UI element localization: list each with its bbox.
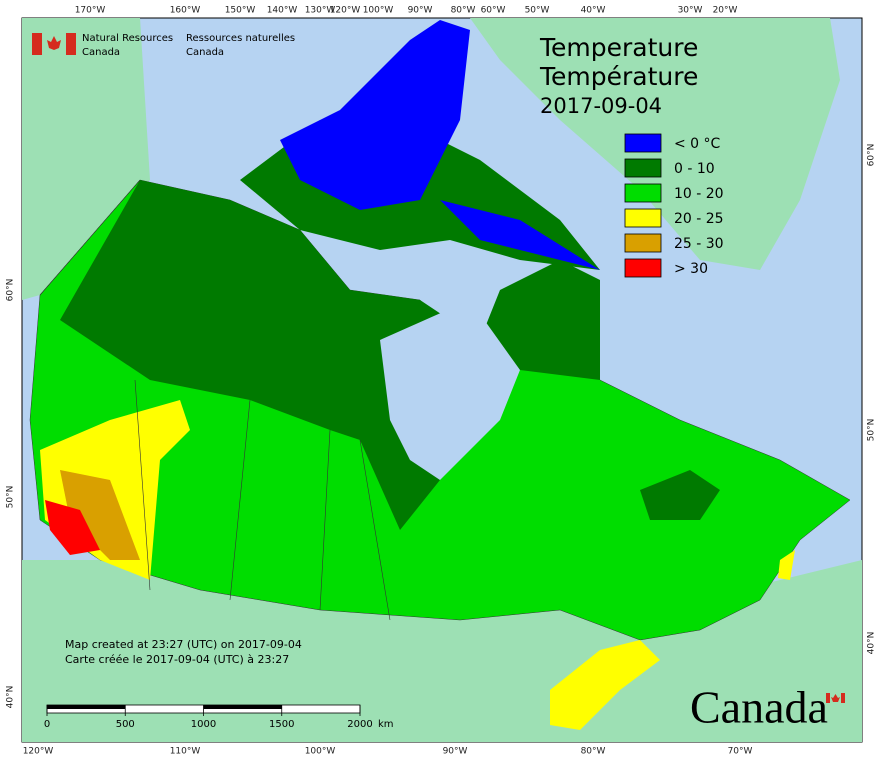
scale-label: 1500 [269,719,294,730]
agency-en: Canada [82,47,120,58]
quebec-zone [640,470,720,520]
graticule-label: 140°W [267,6,298,16]
flag-bar [66,33,76,55]
graticule-label: 90°W [408,6,433,16]
province-borders [39,179,391,621]
alaska [22,18,150,300]
warm-maritimes [778,550,795,580]
agency-en: Natural Resources [82,33,173,44]
usa [22,560,862,742]
graticule-label: 110°W [170,747,201,757]
graticule-label: 50°W [525,6,550,16]
wordmark: Canada [690,682,828,733]
graticule-label: 120°W [23,747,54,757]
title-line: Température [539,62,698,91]
legend-label: 0 - 10 [674,161,715,177]
graticule-label: 30°W [678,6,703,16]
scale-label: 2000 [347,719,372,730]
agency-fr: Ressources naturelles [186,33,295,44]
graticule-label: 80°W [581,747,606,757]
graticule-label: 100°W [305,747,336,757]
legend-label: 20 - 25 [674,211,724,227]
graticule-label: 90°W [443,747,468,757]
map-note: Carte créée le 2017-09-04 (UTC) à 23:27 [65,653,289,666]
scale-label: 500 [116,719,135,730]
graticule-label: 120°W [330,6,361,16]
legend-swatch [624,183,662,203]
north-zone [60,180,600,530]
legend-swatch [624,233,662,253]
graticule-label: 130°W [305,6,336,16]
map-note: Map created at 23:27 (UTC) on 2017-09-04 [65,638,302,651]
graticule-label: 170°W [75,6,106,16]
nrcan-logo [32,33,76,55]
hudson-bay [380,300,520,480]
graticule-label: 40°N [867,632,877,655]
legend-label: 10 - 20 [674,186,724,202]
legend-label: > 30 [674,261,708,277]
legend-swatch [624,208,662,228]
legend-label: < 0 °C [674,136,721,152]
legend-swatch [624,158,662,178]
arctic-cold [280,20,470,210]
graticule-label: 50°N [6,486,16,509]
title-line: 2017-09-04 [540,94,662,118]
graticule-label: 150°W [225,6,256,16]
scale-segment [47,705,126,709]
warm-ontario [550,640,660,730]
graticule-label: 50°N [867,419,877,442]
graticule-label: 60°W [481,6,506,16]
scale-label: 1000 [191,719,216,730]
flag-bar [841,693,845,703]
graticule-label: 60°N [6,279,16,302]
graticule-label: 20°W [713,6,738,16]
land [22,18,862,742]
scale-label: 0 [44,719,50,730]
legend-swatch [624,133,662,153]
hottest-west [45,500,100,555]
graticule-label: 40°N [6,686,16,709]
graticule-label: 100°W [363,6,394,16]
graticule-label: 40°W [581,6,606,16]
legend-label: 25 - 30 [674,236,724,252]
hot-west [60,470,140,560]
flag-bar [826,693,830,703]
legend-swatch [624,258,662,278]
scale-segment [203,705,282,709]
maple-leaf [47,36,61,50]
graticule-label: 60°N [867,144,877,167]
title-line: Temperature [539,33,698,62]
canada-wordmark: Canada [690,682,845,733]
flag-bar [32,33,42,55]
scale-unit: km [378,719,394,730]
baffin-cold [440,200,600,270]
graticule-label: 160°W [170,6,201,16]
graticule-label: 70°W [728,747,753,757]
agency-fr: Canada [186,47,224,58]
maple-leaf [831,694,840,702]
graticule-label: 80°W [451,6,476,16]
